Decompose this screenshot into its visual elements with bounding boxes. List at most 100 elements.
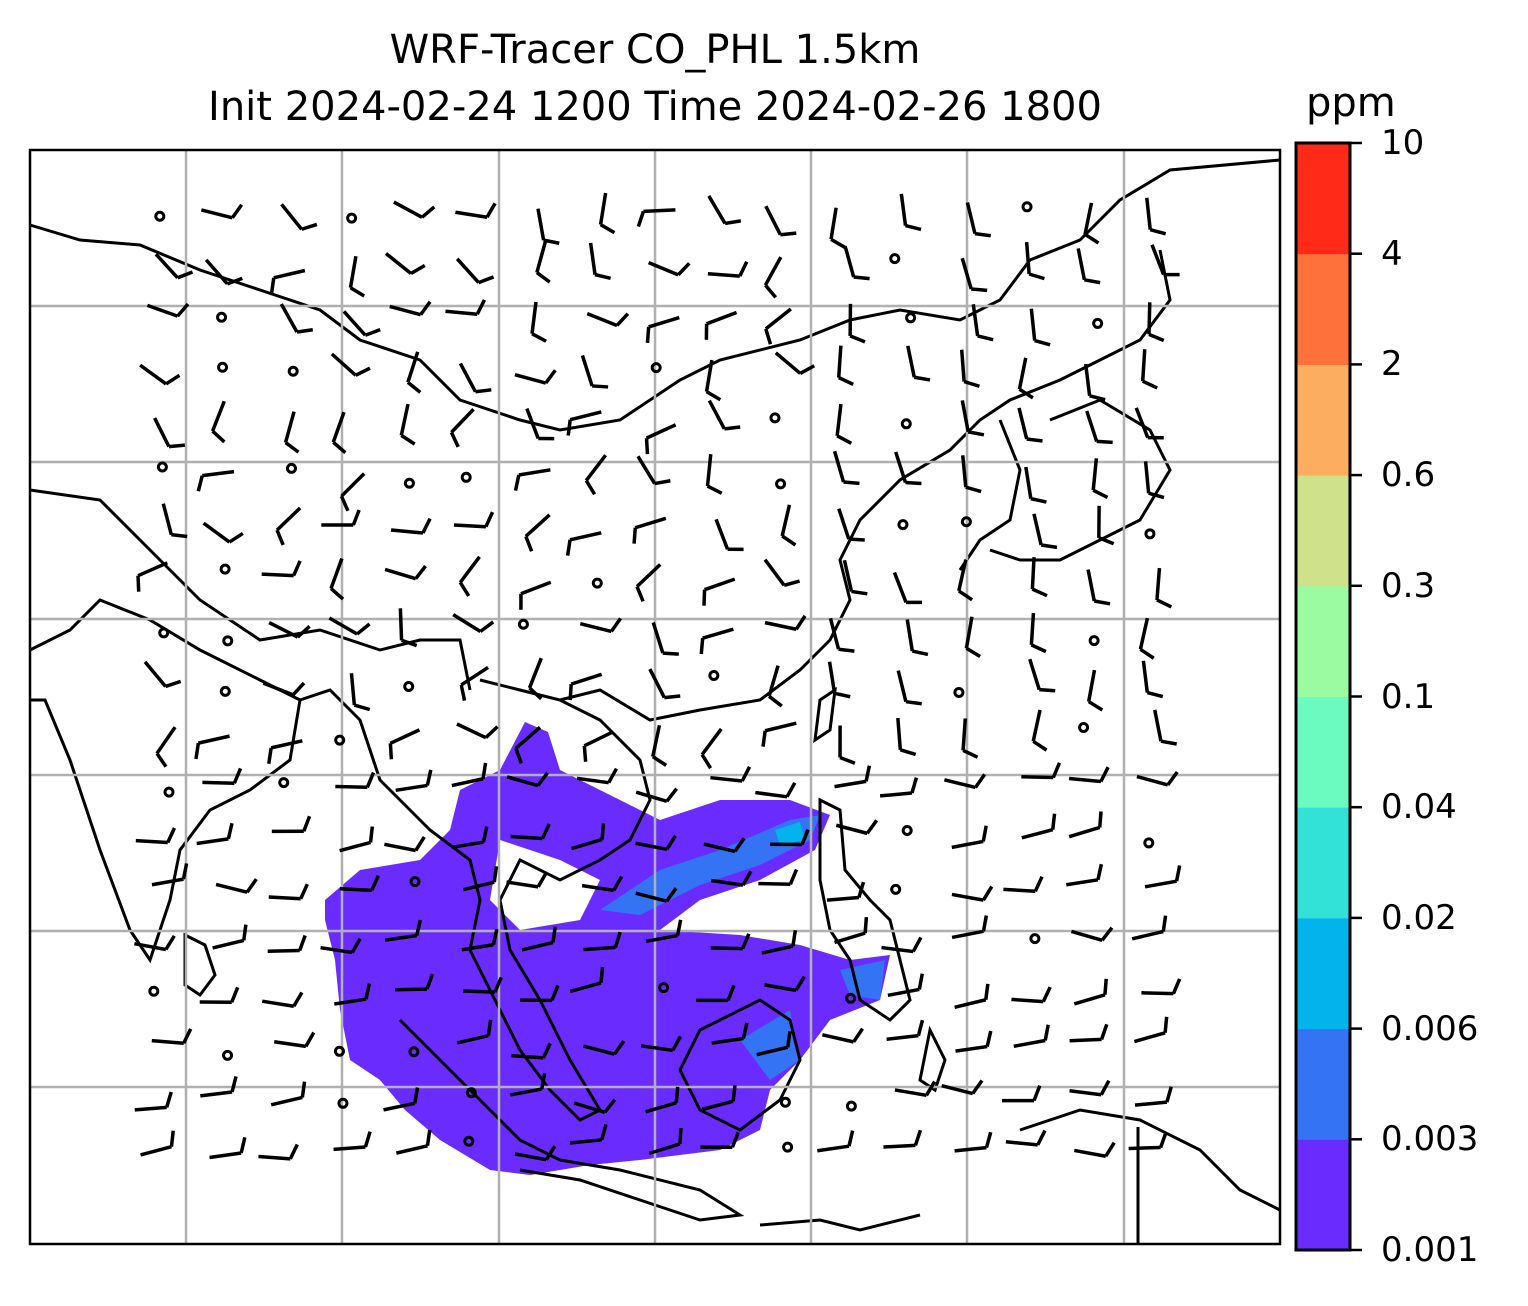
wind-barb [1030, 557, 1048, 598]
wind-barb [456, 722, 499, 740]
wind-barb [635, 887, 678, 903]
colorbar-tick-label: 0.6 [1381, 455, 1436, 496]
wind-barb [530, 301, 547, 343]
wind-barb [764, 975, 806, 993]
wind-barb [453, 511, 495, 529]
colorbar-segment [1296, 807, 1350, 919]
wind-barb [960, 400, 985, 437]
wind-barb [827, 661, 851, 699]
wind-barb [1147, 302, 1165, 343]
wind-barb [328, 616, 371, 636]
wind-barb [212, 924, 248, 950]
wind-barb [1131, 915, 1168, 941]
wind-barb [335, 771, 376, 790]
wind-barb [960, 257, 988, 293]
wind-barb [1005, 1129, 1047, 1147]
wind-barb [1068, 811, 1103, 839]
wind-barb [710, 933, 751, 951]
wind-barb [647, 261, 691, 277]
wind-barb [393, 200, 436, 219]
wind-barb [458, 362, 492, 394]
calm-wind-marker [346, 212, 358, 224]
calm-wind-marker [463, 1135, 475, 1147]
wind-barb [894, 451, 922, 486]
wind-barb [767, 665, 783, 708]
colorbar-tick-label: 0.3 [1381, 565, 1436, 606]
wind-barb [1143, 461, 1165, 500]
wind-barb [583, 1040, 626, 1056]
colorbar-tick-label: 0.001 [1381, 1230, 1479, 1270]
colorbar-segment [1296, 253, 1350, 365]
wind-barb [886, 1019, 925, 1042]
wind-barb [261, 991, 304, 1009]
wind-barb [822, 1027, 865, 1044]
colorbar-tick-label: 10 [1381, 123, 1425, 163]
wind-barb [700, 1131, 740, 1150]
wind-barb [143, 660, 182, 689]
wind-barb [955, 1030, 993, 1053]
wind-barbs [134, 192, 1182, 1162]
wind-barb [1155, 567, 1173, 609]
coastline-borneo [678, 998, 802, 1132]
wind-barb [764, 614, 807, 631]
colorbar-segment [1296, 585, 1350, 697]
wind-barb [389, 300, 432, 317]
calm-wind-marker [591, 577, 603, 589]
wind-barb [270, 1081, 307, 1107]
wind-barb [954, 983, 990, 1009]
wind-barb [1017, 407, 1043, 443]
wind-barb [1024, 241, 1045, 281]
wind-barb [1029, 308, 1051, 347]
wind-barb [707, 194, 742, 226]
wind-barb [331, 411, 347, 455]
map-frame [28, 148, 1282, 1246]
calm-wind-marker [287, 365, 299, 377]
wind-barb [1069, 1023, 1109, 1043]
wind-barb [199, 986, 240, 1005]
wind-barb [455, 257, 495, 285]
wind-barb [275, 506, 302, 546]
wind-barb [146, 302, 190, 318]
wind-barb [1013, 1024, 1050, 1049]
colorbar-segment [1296, 1028, 1350, 1140]
wind-barb [645, 315, 680, 343]
wind-barb [202, 521, 244, 544]
wind-barb [586, 312, 630, 328]
coastline-china-south [559, 249, 1172, 722]
wind-barb [514, 1145, 557, 1162]
wind-barb [329, 557, 345, 601]
wind-barb [1021, 762, 1062, 780]
wind-barb [384, 252, 426, 275]
wind-barb [644, 423, 677, 455]
calm-wind-marker [517, 618, 529, 630]
calm-wind-marker [333, 1045, 345, 1057]
wind-barb [770, 828, 810, 847]
wind-barb [1091, 458, 1109, 500]
wind-barb [941, 1079, 984, 1096]
wind-barb [519, 580, 552, 610]
wind-barb [269, 268, 306, 294]
wind-barb [761, 930, 798, 955]
wind-barb [632, 516, 667, 544]
wind-barb [1070, 926, 1114, 943]
wind-barb [136, 561, 169, 592]
wind-barb [513, 468, 551, 492]
wind-barb [161, 503, 188, 539]
colorbar-segment [1296, 696, 1350, 808]
wind-barb [268, 621, 311, 639]
calm-wind-marker [1029, 933, 1041, 945]
wind-barb [333, 1131, 372, 1152]
wind-barb [837, 508, 865, 542]
calm-wind-marker [403, 477, 415, 489]
colorbar-segment [1296, 1139, 1350, 1251]
wind-barb [879, 777, 919, 798]
wind-barb [383, 1087, 420, 1112]
colorbar-segment [1296, 143, 1350, 255]
wind-barb [951, 825, 988, 850]
coastline-sulawesi [918, 1025, 947, 1093]
wind-barb [509, 1072, 547, 1097]
wind-barb [829, 207, 846, 249]
wind-barb [635, 834, 677, 852]
wind-barb [153, 417, 186, 449]
wind-barb [896, 717, 917, 757]
